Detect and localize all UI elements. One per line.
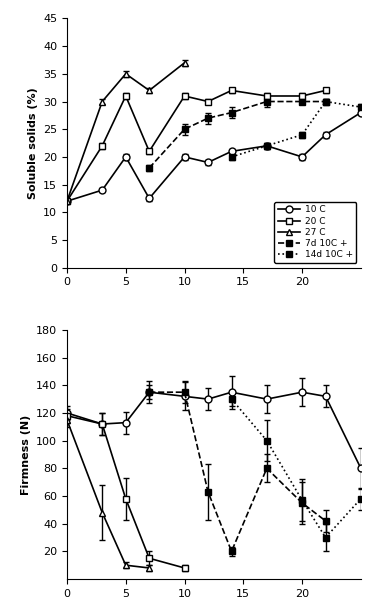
- Legend: 10 C, 20 C, 27 C, 7d 10C +, 14d 10C +: 10 C, 20 C, 27 C, 7d 10C +, 14d 10C +: [274, 202, 356, 263]
- Y-axis label: Firmness (N): Firmness (N): [20, 415, 31, 495]
- Y-axis label: Soluble solids (%): Soluble solids (%): [28, 87, 38, 199]
